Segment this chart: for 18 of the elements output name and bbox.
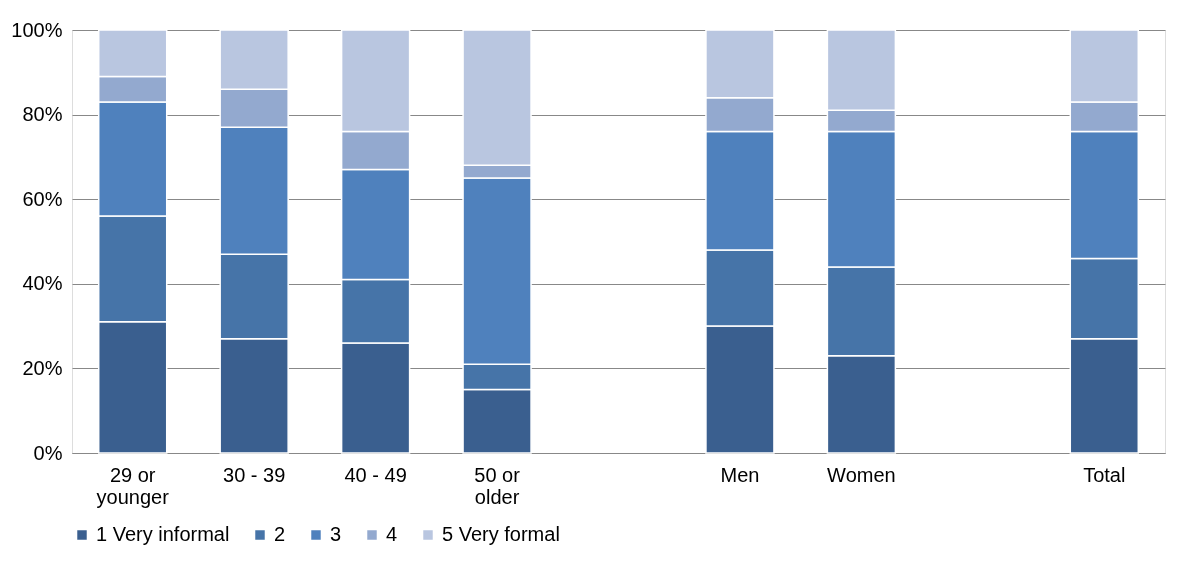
y-tick-label: 40%	[22, 272, 63, 295]
legend-label: 4	[386, 523, 398, 545]
y-tick-label: 60%	[22, 187, 63, 210]
x-tick-label: Total	[1083, 463, 1126, 486]
y-tick-label: 0%	[33, 441, 63, 464]
legend-label: 2	[274, 523, 286, 545]
legend-label: 1 Very informal	[96, 523, 230, 545]
legend-label: 5 Very formal	[442, 523, 560, 545]
x-tick-label: 50 or older	[474, 463, 521, 508]
y-tick-label: 20%	[22, 356, 63, 379]
y-tick-label: 80%	[22, 103, 63, 126]
x-tick-label: 29 or younger	[96, 463, 170, 508]
x-tick-label: Women	[827, 463, 896, 486]
x-tick-label: 40 - 49	[344, 463, 407, 486]
x-tick-label: 30 - 39	[223, 463, 286, 486]
y-tick-label: 100%	[11, 18, 63, 41]
x-tick-label: Men	[720, 463, 760, 486]
legend-label: 3	[330, 523, 342, 545]
